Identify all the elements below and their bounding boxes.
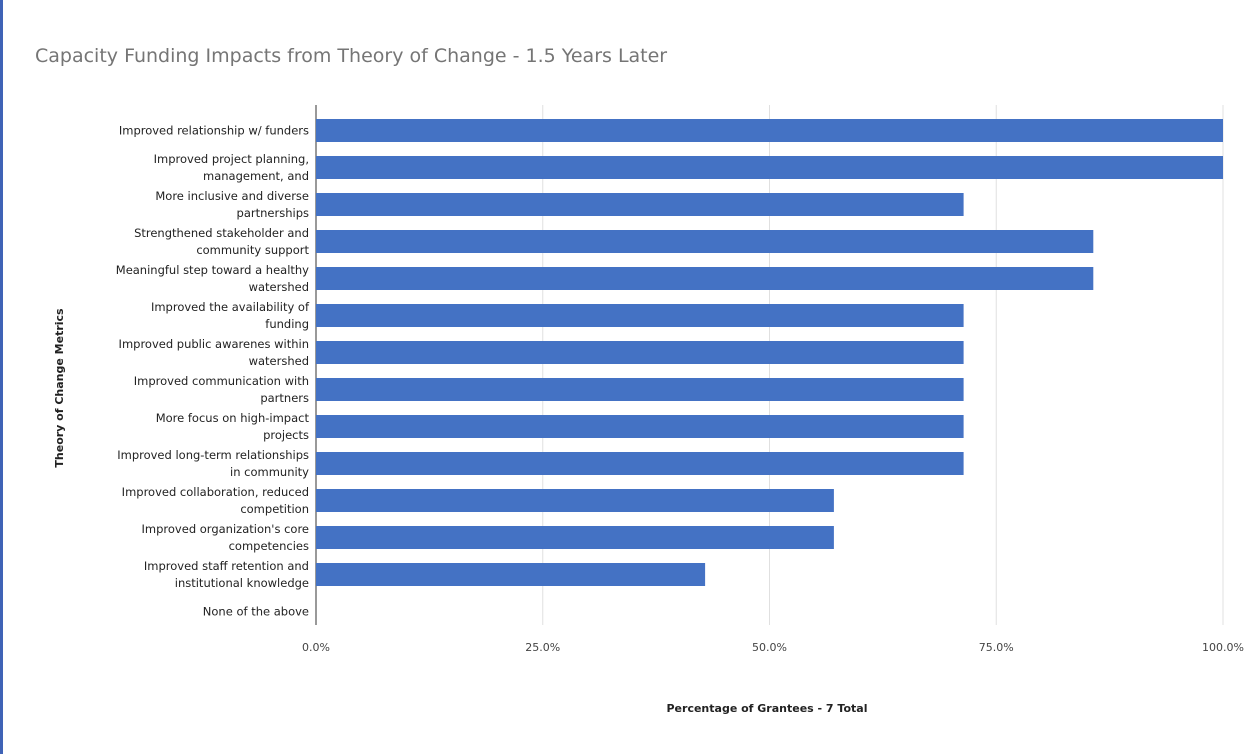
category-label: projects: [263, 428, 309, 442]
category-label: Improved the availability of: [151, 300, 310, 314]
category-label: Improved collaboration, reduced: [122, 485, 309, 499]
x-tick-label: 100.0%: [1202, 641, 1244, 654]
bar: [316, 193, 964, 216]
bar-chart: Improved relationship w/ funders Improved…: [53, 105, 1244, 715]
category-label: None of the above: [203, 605, 309, 619]
bar: [316, 119, 1223, 142]
category-label: partnerships: [237, 206, 309, 220]
x-tick-label: 50.0%: [752, 641, 787, 654]
category-label: Improved project planning,: [154, 152, 309, 166]
category-label: Strengthened stakeholder and: [134, 226, 309, 240]
category-label: partners: [260, 391, 309, 405]
bar: [316, 489, 834, 512]
bar: [316, 230, 1094, 253]
bar: [316, 378, 964, 401]
bar: [316, 452, 964, 475]
category-label: in community: [230, 465, 309, 479]
bar: [316, 415, 964, 438]
x-axis-title: Percentage of Grantees - 7 Total: [667, 702, 868, 715]
category-label: Improved relationship w/ funders: [119, 124, 309, 138]
category-label: Improved staff retention and: [144, 559, 309, 573]
category-label: Improved public awarenes within: [119, 337, 309, 351]
category-label: More focus on high-impact: [156, 411, 310, 425]
category-label: institutional knowledge: [175, 576, 309, 590]
category-label: community support: [196, 243, 309, 257]
category-label: Improved long-term relationships: [117, 448, 309, 462]
category-label: More inclusive and diverse: [155, 189, 309, 203]
x-tick-label: 75.0%: [979, 641, 1014, 654]
bar: [316, 267, 1094, 290]
bar: [316, 341, 964, 364]
x-tick-label: 0.0%: [302, 641, 330, 654]
category-label: watershed: [249, 354, 309, 368]
y-axis-title: Theory of Change Metrics: [53, 308, 66, 468]
category-label: Improved communication with: [134, 374, 309, 388]
bar: [316, 563, 706, 586]
category-label: funding: [265, 317, 309, 331]
bar: [316, 526, 834, 549]
category-label: management, and: [203, 169, 309, 183]
category-label: Improved organization's core: [142, 522, 309, 536]
category-label: competition: [240, 502, 309, 516]
category-label: Meaningful step toward a healthy: [116, 263, 309, 277]
bar: [316, 156, 1223, 179]
x-tick-label: 25.0%: [525, 641, 560, 654]
category-label: competencies: [229, 539, 309, 553]
chart-title: Capacity Funding Impacts from Theory of …: [35, 45, 668, 67]
bar: [316, 304, 964, 327]
category-label: watershed: [249, 280, 309, 294]
